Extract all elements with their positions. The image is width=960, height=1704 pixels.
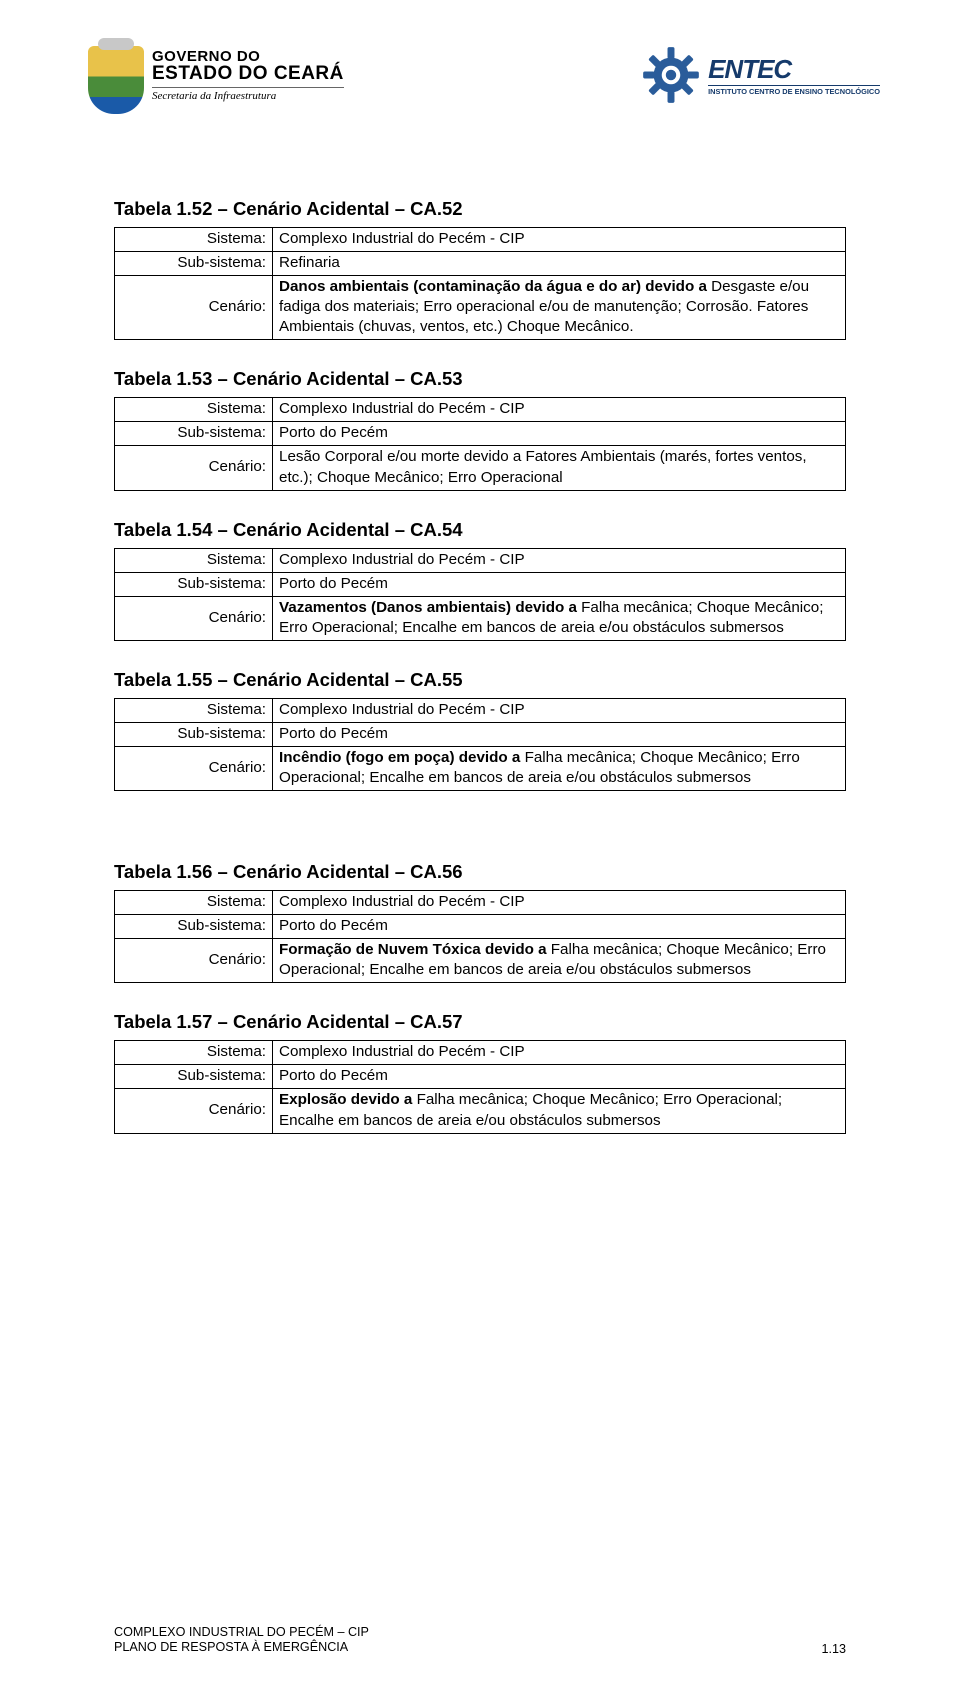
label-cenario: Cenário:	[115, 276, 273, 340]
value-sistema: Complexo Industrial do Pecém - CIP	[273, 228, 846, 252]
value-cenario: Vazamentos (Danos ambientais) devido a F…	[273, 596, 846, 640]
label-cenario: Cenário:	[115, 596, 273, 640]
label-sistema: Sistema:	[115, 228, 273, 252]
value-cenario: Lesão Corporal e/ou morte devido a Fator…	[273, 446, 846, 490]
page-header: GOVERNO DO ESTADO DO CEARÁ Secretaria da…	[0, 0, 960, 170]
value-sistema: Complexo Industrial do Pecém - CIP	[273, 698, 846, 722]
value-subsistema: Refinaria	[273, 252, 846, 276]
entec-text: ENTEC INSTITUTO CENTRO DE ENSINO TECNOLÓ…	[708, 54, 880, 96]
value-subsistema: Porto do Pecém	[273, 572, 846, 596]
page-number: 1.13	[821, 1642, 846, 1656]
table-title: Tabela 1.56 – Cenário Acidental – CA.56	[114, 861, 846, 883]
value-sistema: Complexo Industrial do Pecém - CIP	[273, 398, 846, 422]
content-area: Tabela 1.52 – Cenário Acidental – CA.52 S…	[0, 198, 960, 1134]
gov-line2: ESTADO DO CEARÁ	[152, 63, 344, 85]
label-subsistema: Sub-sistema:	[115, 1065, 273, 1089]
table-title: Tabela 1.54 – Cenário Acidental – CA.54	[114, 519, 846, 541]
label-sistema: Sistema:	[115, 548, 273, 572]
value-subsistema: Porto do Pecém	[273, 722, 846, 746]
gov-line3: Secretaria da Infraestrutura	[152, 87, 344, 102]
label-cenario: Cenário:	[115, 1089, 273, 1133]
table-title: Tabela 1.53 – Cenário Acidental – CA.53	[114, 368, 846, 390]
footer-line2: PLANO DE RESPOSTA À EMERGÊNCIA	[114, 1640, 369, 1656]
value-subsistema: Porto do Pecém	[273, 1065, 846, 1089]
gov-logo-block: GOVERNO DO ESTADO DO CEARÁ Secretaria da…	[88, 46, 344, 114]
ceara-crest-icon	[88, 46, 144, 114]
cenario-table: Sistema:Complexo Industrial do Pecém - C…	[114, 1040, 846, 1133]
cenario-table: Sistema:Complexo Industrial do Pecém - C…	[114, 397, 846, 490]
gov-text: GOVERNO DO ESTADO DO CEARÁ Secretaria da…	[152, 46, 344, 102]
gear-icon	[642, 46, 700, 104]
table-title: Tabela 1.57 – Cenário Acidental – CA.57	[114, 1011, 846, 1033]
label-subsistema: Sub-sistema:	[115, 422, 273, 446]
label-subsistema: Sub-sistema:	[115, 252, 273, 276]
label-sistema: Sistema:	[115, 1041, 273, 1065]
label-subsistema: Sub-sistema:	[115, 572, 273, 596]
cenario-table: Sistema:Complexo Industrial do Pecém - C…	[114, 227, 846, 340]
label-subsistema: Sub-sistema:	[115, 915, 273, 939]
value-cenario: Incêndio (fogo em poça) devido a Falha m…	[273, 746, 846, 790]
table-title: Tabela 1.52 – Cenário Acidental – CA.52	[114, 198, 846, 220]
value-sistema: Complexo Industrial do Pecém - CIP	[273, 1041, 846, 1065]
page-footer: COMPLEXO INDUSTRIAL DO PECÉM – CIP PLANO…	[114, 1625, 846, 1656]
cenario-table: Sistema:Complexo Industrial do Pecém - C…	[114, 890, 846, 983]
value-cenario: Explosão devido a Falha mecânica; Choque…	[273, 1089, 846, 1133]
label-cenario: Cenário:	[115, 446, 273, 490]
cenario-table: Sistema:Complexo Industrial do Pecém - C…	[114, 548, 846, 641]
value-subsistema: Porto do Pecém	[273, 915, 846, 939]
label-sistema: Sistema:	[115, 891, 273, 915]
value-sistema: Complexo Industrial do Pecém - CIP	[273, 548, 846, 572]
label-cenario: Cenário:	[115, 939, 273, 983]
value-subsistema: Porto do Pecém	[273, 422, 846, 446]
label-cenario: Cenário:	[115, 746, 273, 790]
footer-left: COMPLEXO INDUSTRIAL DO PECÉM – CIP PLANO…	[114, 1625, 369, 1656]
label-sistema: Sistema:	[115, 698, 273, 722]
entec-logo-block: ENTEC INSTITUTO CENTRO DE ENSINO TECNOLÓ…	[642, 46, 880, 104]
label-subsistema: Sub-sistema:	[115, 722, 273, 746]
value-cenario: Danos ambientais (contaminação da água e…	[273, 276, 846, 340]
cenario-table: Sistema:Complexo Industrial do Pecém - C…	[114, 698, 846, 791]
entec-subtitle: INSTITUTO CENTRO DE ENSINO TECNOLÓGICO	[708, 85, 880, 96]
value-cenario: Formação de Nuvem Tóxica devido a Falha …	[273, 939, 846, 983]
footer-line1: COMPLEXO INDUSTRIAL DO PECÉM – CIP	[114, 1625, 369, 1641]
entec-name: ENTEC	[708, 54, 880, 85]
value-sistema: Complexo Industrial do Pecém - CIP	[273, 891, 846, 915]
label-sistema: Sistema:	[115, 398, 273, 422]
table-title: Tabela 1.55 – Cenário Acidental – CA.55	[114, 669, 846, 691]
